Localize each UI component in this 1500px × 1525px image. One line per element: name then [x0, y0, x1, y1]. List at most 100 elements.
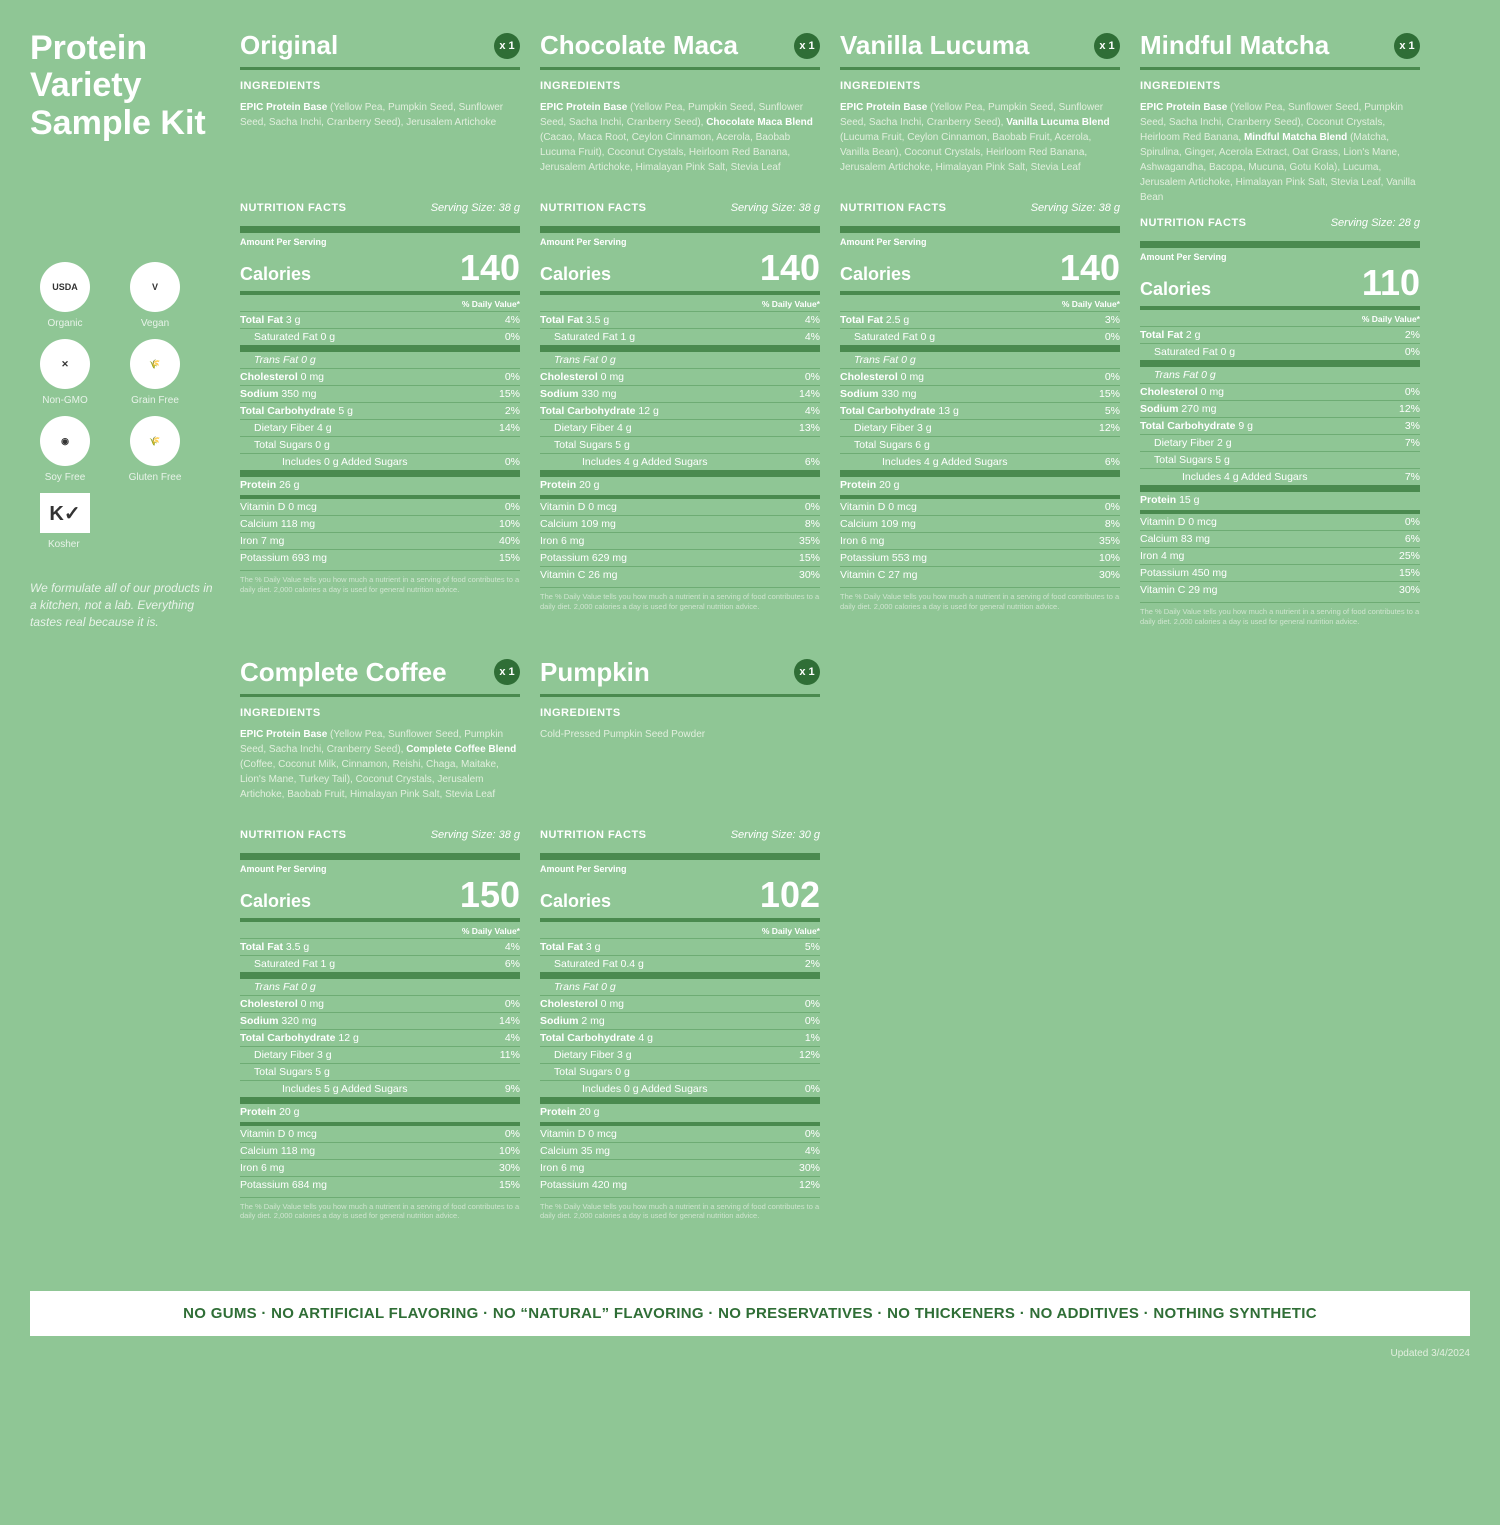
- nutrition-row: Total Sugars 5 g: [540, 436, 820, 453]
- nutrition-row: Saturated Fat 1 g4%: [540, 328, 820, 345]
- ingredients-text: EPIC Protein Base (Yellow Pea, Sunflower…: [240, 727, 520, 817]
- vitamin-row: Calcium 109 mg8%: [540, 515, 820, 532]
- nutrition-row: Total Fat 3.5 g4%: [240, 938, 520, 955]
- vitamin-row: Vitamin D 0 mcg0%: [240, 495, 520, 515]
- sidebar: Protein Variety Sample Kit USDAOrganicVV…: [30, 30, 220, 1251]
- vitamin-row: Vitamin D 0 mcg0%: [1140, 510, 1420, 530]
- vitamin-row: Potassium 629 mg15%: [540, 549, 820, 566]
- badge-label: Organic: [30, 318, 100, 329]
- amount-per-serving: Amount Per Serving: [840, 237, 1120, 247]
- nutrition-facts-header: NUTRITION FACTS Serving Size: 38 g: [540, 202, 820, 233]
- badge-organic: USDA Organic: [30, 262, 100, 329]
- dv-footnote: The % Daily Value tells you how much a n…: [540, 1197, 820, 1222]
- nutrition-row: Total Sugars 6 g: [840, 436, 1120, 453]
- vitamin-row: Vitamin D 0 mcg0%: [540, 1122, 820, 1142]
- dv-footnote: The % Daily Value tells you how much a n…: [1140, 602, 1420, 627]
- product-card: Vanilla Lucuma x 1 INGREDIENTS EPIC Prot…: [840, 30, 1120, 627]
- nutrition-row: Sodium 2 mg0%: [540, 1012, 820, 1029]
- product-name: Chocolate Maca: [540, 30, 738, 61]
- nutrition-row: Total Sugars 5 g: [240, 1063, 520, 1080]
- dv-footnote: The % Daily Value tells you how much a n…: [240, 1197, 520, 1222]
- badge-icon: ✕: [40, 339, 90, 389]
- badge-icon: USDA: [40, 262, 90, 312]
- dv-header: % Daily Value*: [840, 297, 1120, 311]
- ingredients-text: EPIC Protein Base (Yellow Pea, Pumpkin S…: [540, 100, 820, 190]
- calories-row: Calories 140: [840, 247, 1120, 295]
- vitamin-row: Vitamin C 29 mg30%: [1140, 581, 1420, 598]
- product-name: Complete Coffee: [240, 657, 447, 688]
- product-header: Vanilla Lucuma x 1: [840, 30, 1120, 70]
- vitamin-row: Iron 4 mg25%: [1140, 547, 1420, 564]
- nutrition-row: Protein 20 g: [540, 1097, 820, 1120]
- product-card: Complete Coffee x 1 INGREDIENTS EPIC Pro…: [240, 657, 520, 1222]
- nutrition-row: Trans Fat 0 g: [240, 345, 520, 368]
- quantity-badge: x 1: [494, 33, 520, 59]
- dv-footnote: The % Daily Value tells you how much a n…: [240, 570, 520, 595]
- nutrition-row: Total Fat 3 g4%: [240, 311, 520, 328]
- product-name: Mindful Matcha: [1140, 30, 1329, 61]
- nutrition-facts-header: NUTRITION FACTS Serving Size: 38 g: [840, 202, 1120, 233]
- product-header: Mindful Matcha x 1: [1140, 30, 1420, 70]
- product-name: Vanilla Lucuma: [840, 30, 1029, 61]
- dv-header: % Daily Value*: [240, 297, 520, 311]
- nutrition-row: Saturated Fat 0.4 g2%: [540, 955, 820, 972]
- ingredients-text: EPIC Protein Base (Yellow Pea, Pumpkin S…: [840, 100, 1120, 190]
- nutrition-facts-header: NUTRITION FACTS Serving Size: 38 g: [240, 829, 520, 860]
- nutrition-row: Cholesterol 0 mg0%: [840, 368, 1120, 385]
- nutrition-row: Sodium 320 mg14%: [240, 1012, 520, 1029]
- claims-bar: NO GUMS · NO ARTIFICIAL FLAVORING · NO “…: [30, 1291, 1470, 1336]
- badge-label: Gluten Free: [120, 472, 190, 483]
- nutrition-row: Cholesterol 0 mg0%: [1140, 383, 1420, 400]
- nutrition-row: Trans Fat 0 g: [840, 345, 1120, 368]
- certification-badges: USDAOrganicVVegan✕Non-GMO🌾Grain Free◉Soy…: [30, 262, 220, 483]
- nutrition-row: Protein 20 g: [840, 470, 1120, 493]
- serving-size: Serving Size: 38 g: [431, 829, 520, 849]
- nutrition-row: Cholesterol 0 mg0%: [540, 368, 820, 385]
- badge-soy-free: ◉ Soy Free: [30, 416, 100, 483]
- dv-header: % Daily Value*: [240, 924, 520, 938]
- nutrition-row: Saturated Fat 0 g0%: [240, 328, 520, 345]
- vitamin-row: Calcium 118 mg10%: [240, 515, 520, 532]
- calories-row: Calories 140: [540, 247, 820, 295]
- nutrition-row: Includes 4 g Added Sugars6%: [540, 453, 820, 470]
- badge-icon: ◉: [40, 416, 90, 466]
- nutrition-row: Protein 15 g: [1140, 485, 1420, 508]
- nutrition-row: Includes 4 g Added Sugars7%: [1140, 468, 1420, 485]
- nutrition-row: Protein 20 g: [240, 1097, 520, 1120]
- dv-header: % Daily Value*: [1140, 312, 1420, 326]
- nutrition-facts-header: NUTRITION FACTS Serving Size: 30 g: [540, 829, 820, 860]
- vitamin-row: Vitamin C 26 mg30%: [540, 566, 820, 583]
- dv-header: % Daily Value*: [540, 924, 820, 938]
- serving-size: Serving Size: 38 g: [731, 202, 820, 222]
- tagline: We formulate all of our products in a ki…: [30, 580, 220, 630]
- badge-label: Soy Free: [30, 472, 100, 483]
- badge-gluten-free: 🌾Gluten Free: [120, 416, 190, 483]
- product-header: Pumpkin x 1: [540, 657, 820, 697]
- quantity-badge: x 1: [494, 659, 520, 685]
- calories-value: 102: [760, 874, 820, 916]
- nutrition-facts-header: NUTRITION FACTS Serving Size: 38 g: [240, 202, 520, 233]
- nutrition-row: Trans Fat 0 g: [540, 345, 820, 368]
- updated-date: Updated 3/4/2024: [30, 1348, 1470, 1359]
- calories-row: Calories 140: [240, 247, 520, 295]
- serving-size: Serving Size: 38 g: [431, 202, 520, 222]
- amount-per-serving: Amount Per Serving: [240, 237, 520, 247]
- badge-icon: V: [130, 262, 180, 312]
- badge-grain-free: 🌾Grain Free: [120, 339, 190, 406]
- nutrition-row: Dietary Fiber 4 g14%: [240, 419, 520, 436]
- nutrition-row: Includes 0 g Added Sugars0%: [540, 1080, 820, 1097]
- nutrition-row: Cholesterol 0 mg0%: [540, 995, 820, 1012]
- calories-value: 150: [460, 874, 520, 916]
- product-card: Original x 1 INGREDIENTS EPIC Protein Ba…: [240, 30, 520, 627]
- dv-footnote: The % Daily Value tells you how much a n…: [840, 587, 1120, 612]
- calories-row: Calories 102: [540, 874, 820, 922]
- vitamin-row: Vitamin D 0 mcg0%: [240, 1122, 520, 1142]
- vitamin-row: Iron 6 mg35%: [540, 532, 820, 549]
- nutrition-row: Total Fat 2.5 g3%: [840, 311, 1120, 328]
- amount-per-serving: Amount Per Serving: [540, 237, 820, 247]
- vitamin-row: Potassium 450 mg15%: [1140, 564, 1420, 581]
- nutrition-row: Total Carbohydrate 9 g3%: [1140, 417, 1420, 434]
- nutrition-row: Saturated Fat 0 g0%: [840, 328, 1120, 345]
- nutrition-row: Sodium 270 mg12%: [1140, 400, 1420, 417]
- product-card: Pumpkin x 1 INGREDIENTS Cold-Pressed Pum…: [540, 657, 820, 1222]
